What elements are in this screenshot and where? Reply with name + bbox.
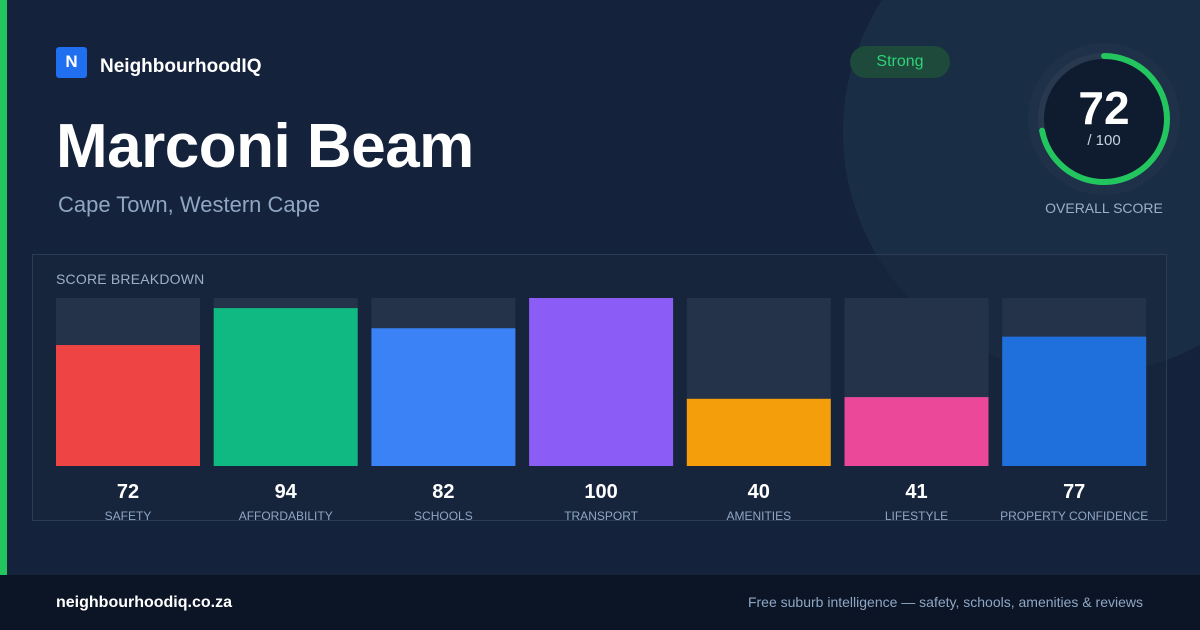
score-breakdown-title: SCORE BREAKDOWN [56, 271, 205, 287]
bar-category-label: PROPERTY CONFIDENCE [1000, 509, 1148, 523]
brand-name: NeighbourhoodIQ [100, 56, 262, 77]
overall-score-label: OVERALL SCORE [1045, 200, 1163, 216]
overall-score-max: / 100 [1087, 132, 1121, 149]
bar-schools [371, 328, 516, 466]
brand[interactable]: N NeighbourhoodIQ [56, 46, 261, 78]
accent-stripe [0, 0, 7, 575]
bar-category-label: AMENITIES [726, 509, 791, 523]
bar-category-label: LIFESTYLE [885, 509, 948, 523]
bar-transport [529, 298, 674, 466]
bar-value-label: 77 [1063, 481, 1085, 503]
bar-value-label: 40 [748, 481, 770, 503]
footer-tagline: Free suburb intelligence — safety, schoo… [747, 594, 1143, 610]
overall-score-arc [1038, 53, 1170, 185]
bar-value-label: 100 [584, 481, 617, 503]
bar-category-label: TRANSPORT [564, 509, 638, 523]
bar-safety [56, 345, 200, 466]
suburb-title: Marconi Beam [56, 112, 474, 181]
bar-amenities [686, 398, 831, 466]
bar-value-label: 72 [117, 481, 139, 503]
brand-logo-icon: N [56, 46, 87, 78]
overall-score-ring [1028, 43, 1180, 195]
overall-score-value: 72 [1078, 82, 1130, 134]
bar-property-confidence [1002, 336, 1147, 466]
footer-url[interactable]: neighbourhoodiq.co.za [56, 594, 232, 611]
footer [0, 575, 1200, 630]
bar-category-label: SCHOOLS [414, 509, 473, 523]
bar-value-label: 94 [275, 481, 298, 503]
bar-affordability [213, 308, 358, 466]
bar-value-label: 41 [905, 481, 927, 503]
status-badge: Strong [850, 46, 950, 78]
bar-category-label: SAFETY [105, 509, 152, 523]
bar-lifestyle [844, 397, 989, 466]
bar-category-label: AFFORDABILITY [239, 509, 333, 523]
suburb-location: Cape Town, Western Cape [58, 192, 321, 217]
bar-value-label: 82 [432, 481, 454, 503]
